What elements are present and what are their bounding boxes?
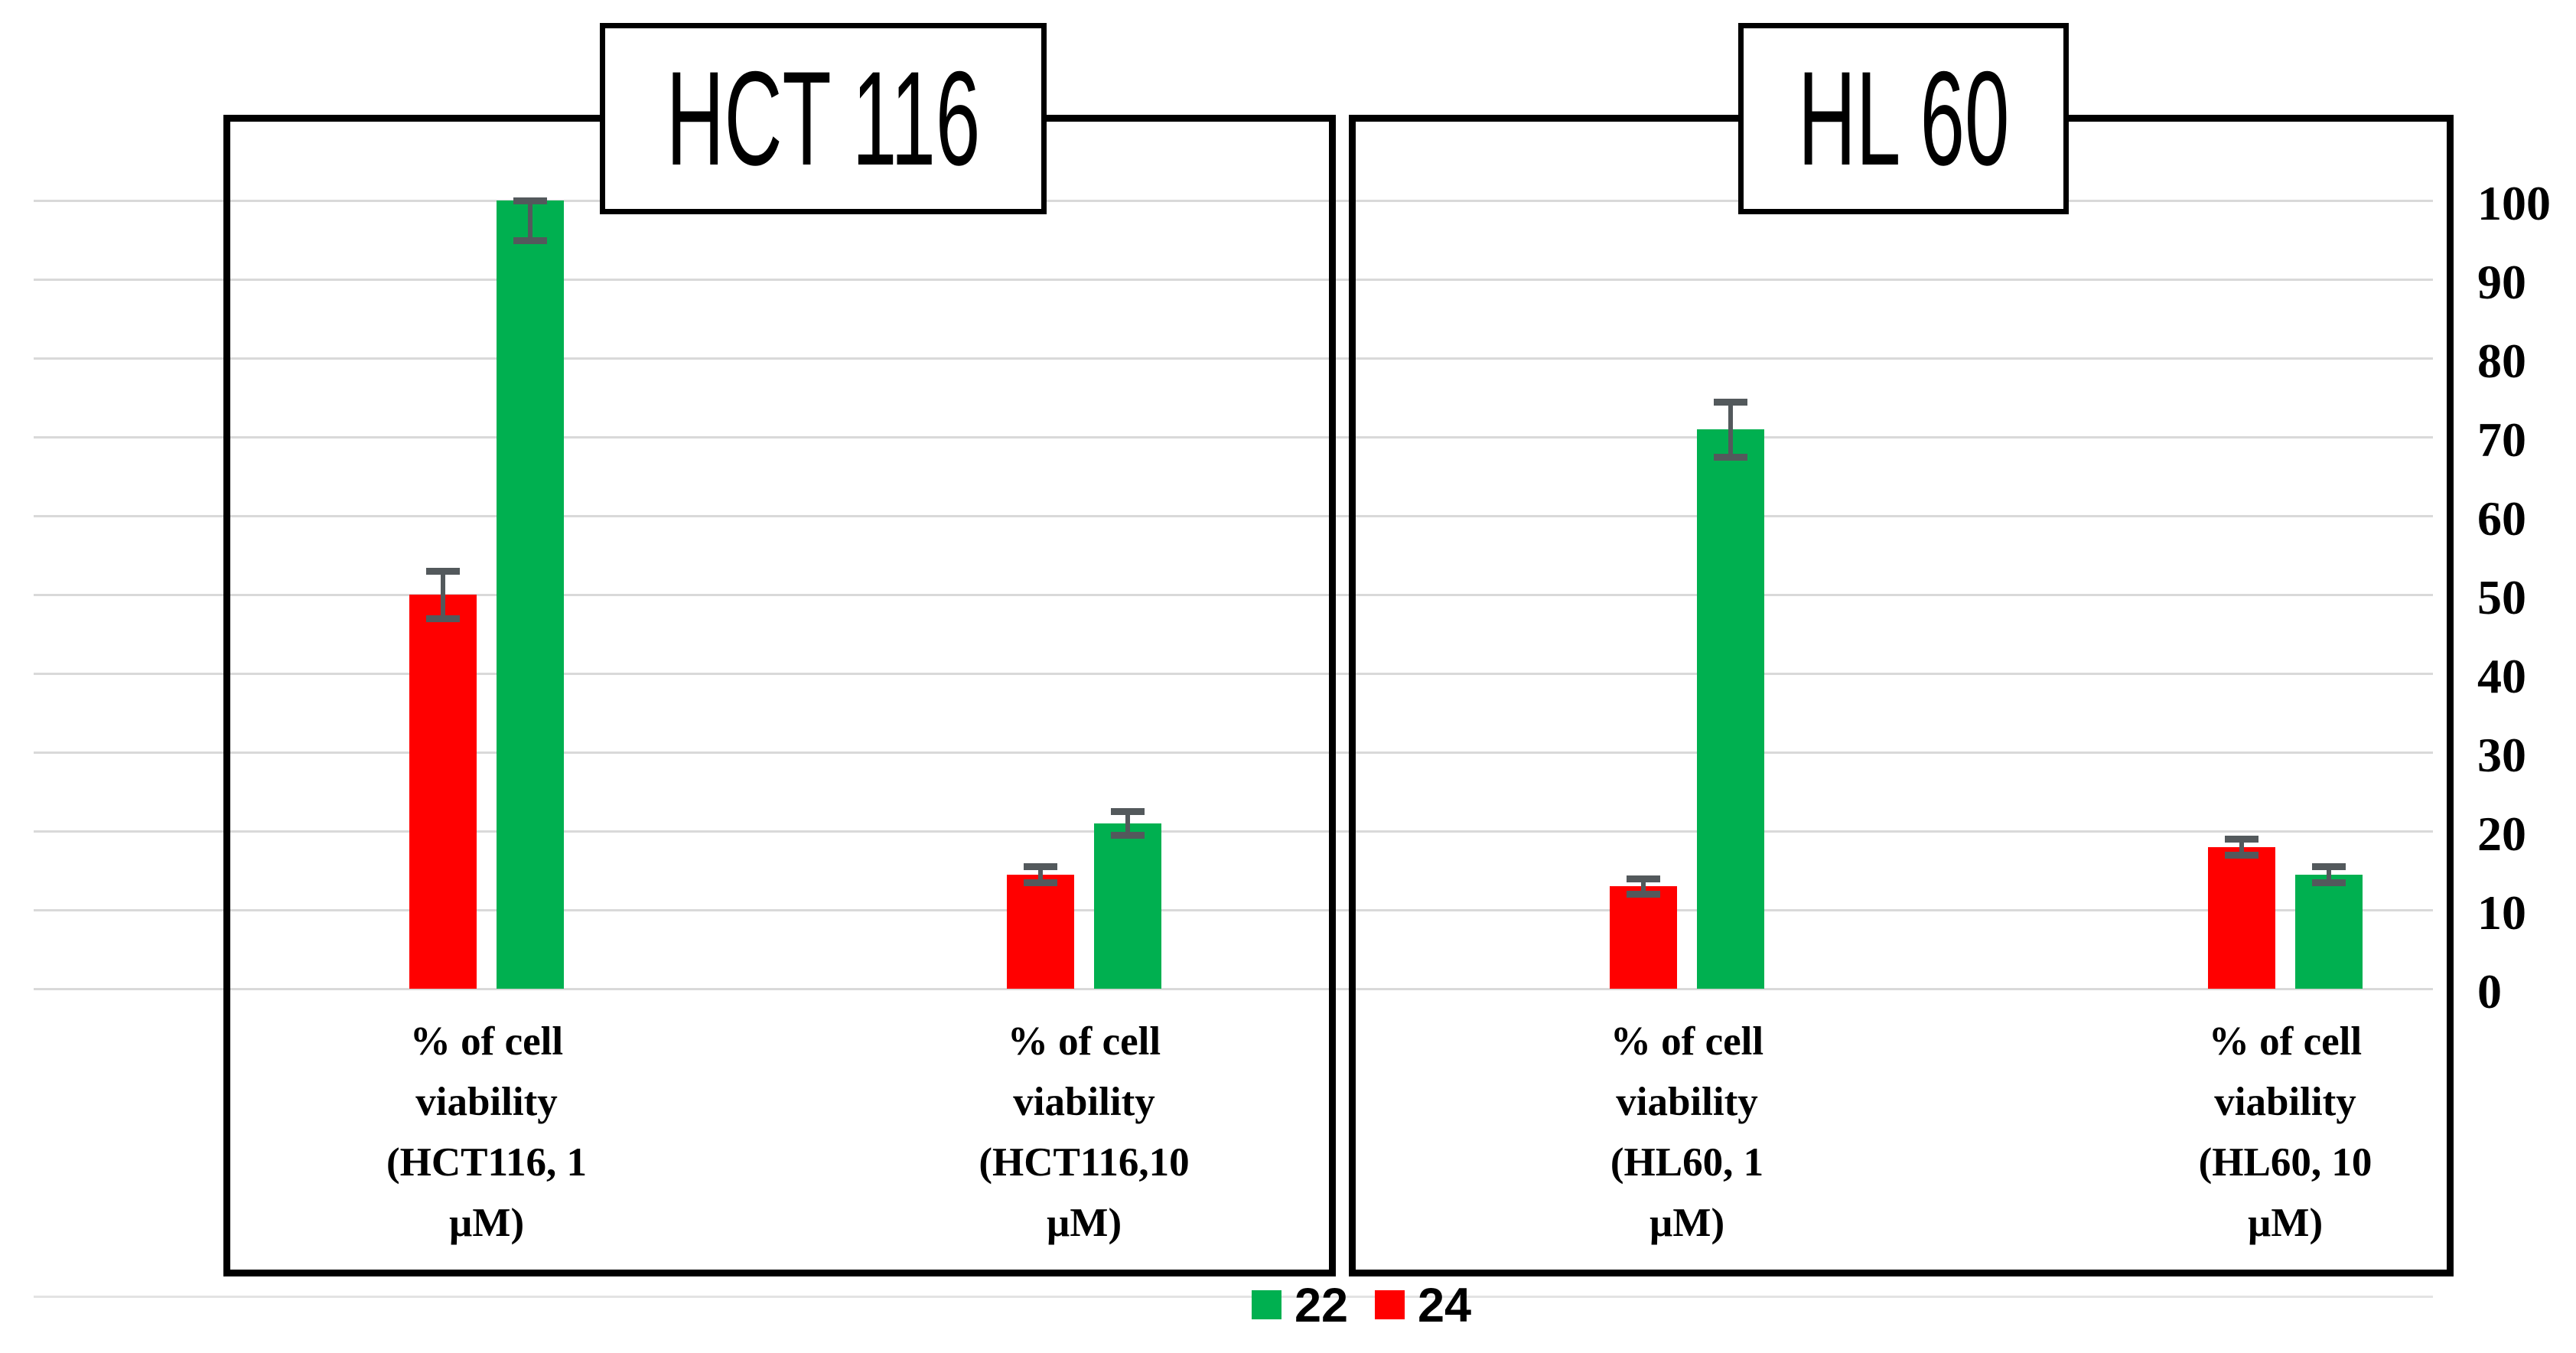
category-label-line: µM) <box>1046 1201 1122 1245</box>
y-tick-label-70: 70 <box>2477 412 2526 467</box>
error-bar-cap-top <box>1714 398 1747 406</box>
panel-title-box-hl60: HL 60 <box>1738 23 2069 214</box>
y-tick-label-60: 60 <box>2477 491 2526 546</box>
error-bar-line <box>528 201 532 240</box>
category-label: % of cell viability (HCT116, 1 µM) <box>295 1012 678 1254</box>
category-label-line: % of cell <box>409 1019 564 1064</box>
y-tick-label-50: 50 <box>2477 570 2526 624</box>
category-label-line: viability <box>2214 1080 2356 1124</box>
bar-series-24-HCT116-g0 <box>409 595 477 989</box>
y-tick-label-0: 0 <box>2477 964 2502 1019</box>
gridline-80 <box>34 357 2433 360</box>
y-tick-label-20: 20 <box>2477 807 2526 861</box>
error-bar-cap-bottom <box>1111 832 1145 840</box>
error-bar-line <box>2239 839 2244 855</box>
gridline-10 <box>34 909 2433 911</box>
bar-series-22-HL60-g0 <box>1697 429 1764 989</box>
category-label-line: % of cell <box>1610 1019 1764 1064</box>
category-label: % of cell viability (HCT116,10 µM) <box>893 1012 1275 1254</box>
gridline-60 <box>34 515 2433 517</box>
category-label-line: µM) <box>448 1201 525 1245</box>
error-bar-cap-top <box>513 197 547 204</box>
bar-series-22-HL60-g1 <box>2295 874 2363 989</box>
category-label-line: µM) <box>2247 1201 2324 1245</box>
gridline-0 <box>34 988 2433 990</box>
legend-label-22: 22 <box>1295 1279 1349 1332</box>
legend-label-24: 24 <box>1418 1279 1472 1332</box>
gridline-40 <box>34 673 2433 675</box>
category-label-line: % of cell <box>1007 1019 1161 1064</box>
y-tick-label-80: 80 <box>2477 334 2526 388</box>
gridline-20 <box>34 830 2433 833</box>
error-bar-cap-top <box>1024 863 1057 871</box>
error-bar-line <box>441 571 445 618</box>
error-bar-cap-bottom <box>1024 879 1057 886</box>
gridline-100 <box>34 200 2433 202</box>
y-tick-label-30: 30 <box>2477 728 2526 782</box>
category-label: % of cell viability (HL60, 1 µM) <box>1496 1012 1878 1254</box>
error-bar-cap-bottom <box>2225 851 2258 859</box>
bar-series-24-HCT116-g1 <box>1007 874 1074 989</box>
bar-series-22-HCT116-g0 <box>497 201 564 989</box>
bar-series-24-HL60-g1 <box>2208 846 2275 989</box>
panel-title-hl60: HL 60 <box>1797 44 2010 194</box>
error-bar-cap-top <box>426 568 460 575</box>
error-bar-line <box>1038 866 1043 882</box>
legend-swatch-24-icon <box>1375 1290 1405 1319</box>
panel-hct116-border <box>223 115 1336 1276</box>
category-label-line: (HL60, 10 <box>2198 1140 2372 1185</box>
category-label-line: % of cell <box>2208 1019 2363 1064</box>
error-bar-line <box>2327 866 2331 882</box>
error-bar-cap-top <box>1627 875 1660 882</box>
legend-swatch-22-icon <box>1252 1290 1281 1319</box>
below-panel-line <box>34 1296 2433 1298</box>
category-label-line: (HCT116,10 <box>979 1140 1190 1185</box>
gridline-90 <box>34 279 2433 281</box>
y-tick-label-10: 10 <box>2477 885 2526 940</box>
panel-hl60-border <box>1349 115 2454 1276</box>
category-label-line: (HCT116, 1 <box>386 1140 588 1185</box>
category-label-line: viability <box>415 1080 558 1124</box>
panel-title-box-hct116: HCT 116 <box>600 23 1047 214</box>
category-label-line: viability <box>1616 1080 1758 1124</box>
error-bar-line <box>1125 811 1130 836</box>
error-bar-cap-bottom <box>1714 453 1747 461</box>
y-tick-label-40: 40 <box>2477 649 2526 703</box>
panel-title-hct116: HCT 116 <box>666 44 981 194</box>
category-label-line: (HL60, 1 <box>1610 1140 1764 1185</box>
gridline-70 <box>34 436 2433 439</box>
category-label-line: µM) <box>1649 1201 1725 1245</box>
error-bar-line <box>1641 878 1646 895</box>
error-bar-cap-bottom <box>2312 879 2346 886</box>
error-bar-cap-top <box>1111 808 1145 816</box>
error-bar-line <box>1728 401 1733 457</box>
error-bar-cap-top <box>2312 863 2346 871</box>
error-bar-cap-top <box>2225 836 2258 843</box>
bar-series-24-HL60-g0 <box>1610 886 1677 989</box>
gridline-30 <box>34 751 2433 754</box>
error-bar-cap-bottom <box>426 615 460 622</box>
bar-series-22-HCT116-g1 <box>1094 823 1161 989</box>
category-label: % of cell viability (HL60, 10 µM) <box>2094 1012 2477 1254</box>
error-bar-cap-bottom <box>1627 891 1660 898</box>
gridline-50 <box>34 594 2433 596</box>
error-bar-cap-bottom <box>513 236 547 244</box>
y-tick-label-100: 100 <box>2477 176 2551 230</box>
category-label-line: viability <box>1013 1080 1155 1124</box>
y-tick-label-90: 90 <box>2477 255 2526 309</box>
